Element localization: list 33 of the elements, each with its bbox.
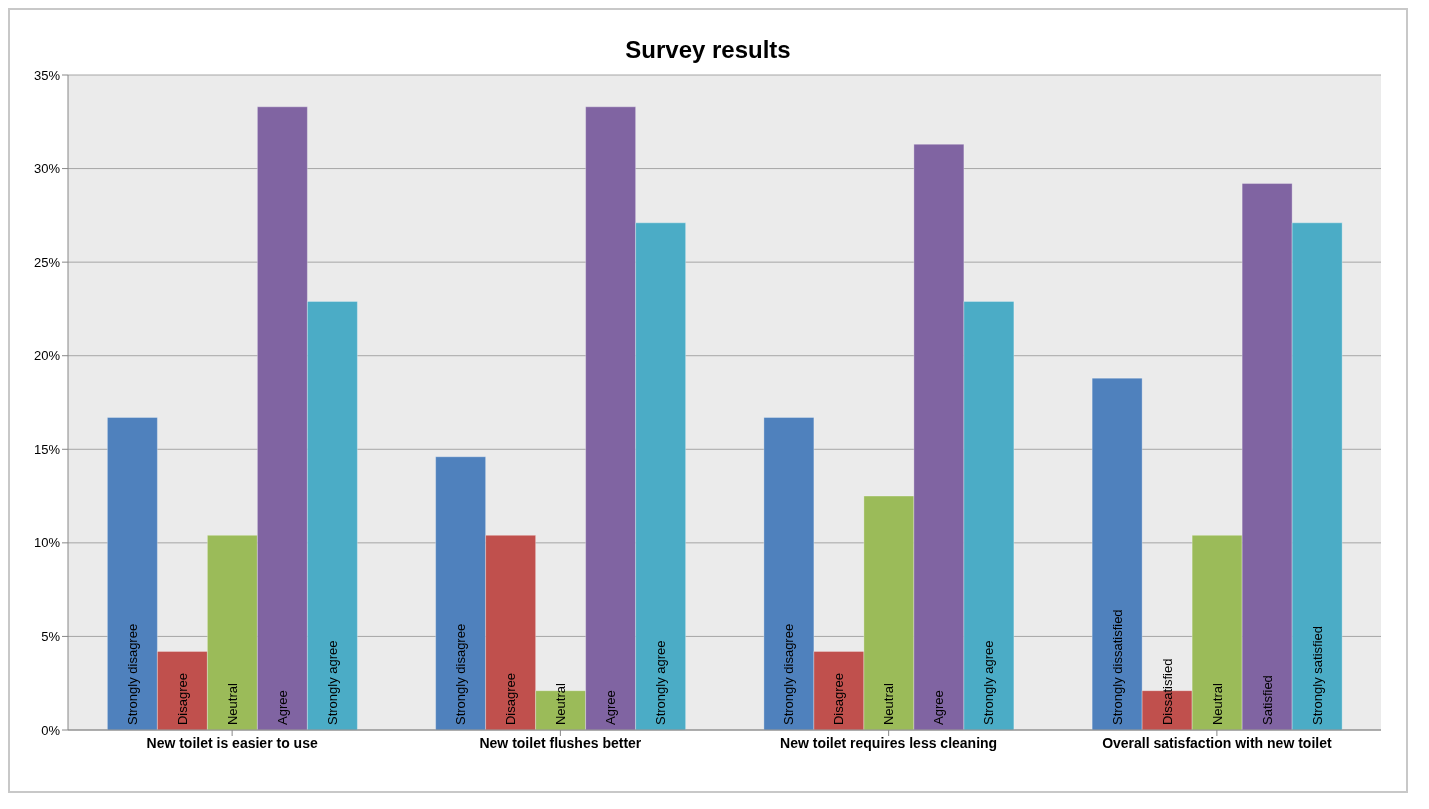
data-label: Neutral xyxy=(224,682,240,725)
x-tick-label: New toilet requires less cleaning xyxy=(780,734,998,751)
data-label: Disagree xyxy=(831,672,847,725)
data-label: Strongly agree xyxy=(981,640,997,725)
data-label: Agree xyxy=(274,690,290,725)
data-label: Agree xyxy=(603,690,619,725)
y-tick-label: 35% xyxy=(33,67,61,83)
x-tick-label: New toilet flushes better xyxy=(479,734,642,751)
y-tick-label: 20% xyxy=(33,348,61,364)
data-label: Neutral xyxy=(1209,682,1225,725)
y-tick-label: 0% xyxy=(41,722,61,738)
data-label: Neutral xyxy=(881,682,897,725)
data-label: Strongly disagree xyxy=(453,623,469,725)
data-label: Agree xyxy=(931,690,947,725)
data-label: Strongly agree xyxy=(324,640,340,725)
data-label: Strongly dissatisfied xyxy=(1109,609,1125,725)
y-tick-label: 25% xyxy=(33,254,61,270)
data-label: Strongly agree xyxy=(653,640,669,725)
x-tick-label: New toilet is easier to use xyxy=(146,734,318,751)
y-tick-label: 15% xyxy=(33,441,61,457)
data-label: Dissatisfied xyxy=(1159,658,1175,725)
data-label: Strongly satisfied xyxy=(1309,626,1325,725)
chart-title: Survey results xyxy=(624,35,792,63)
data-label: Strongly disagree xyxy=(781,623,797,725)
x-tick-label: Overall satisfaction with new toilet xyxy=(1102,734,1332,751)
y-tick-label: 10% xyxy=(33,535,61,551)
data-label: Neutral xyxy=(553,682,569,725)
data-label: Disagree xyxy=(503,672,519,725)
y-tick-label: 30% xyxy=(33,161,61,177)
data-label: Disagree xyxy=(174,672,190,725)
data-label: Satisfied xyxy=(1259,675,1275,725)
y-tick-label: 5% xyxy=(41,629,61,645)
data-label: Strongly disagree xyxy=(124,623,140,725)
